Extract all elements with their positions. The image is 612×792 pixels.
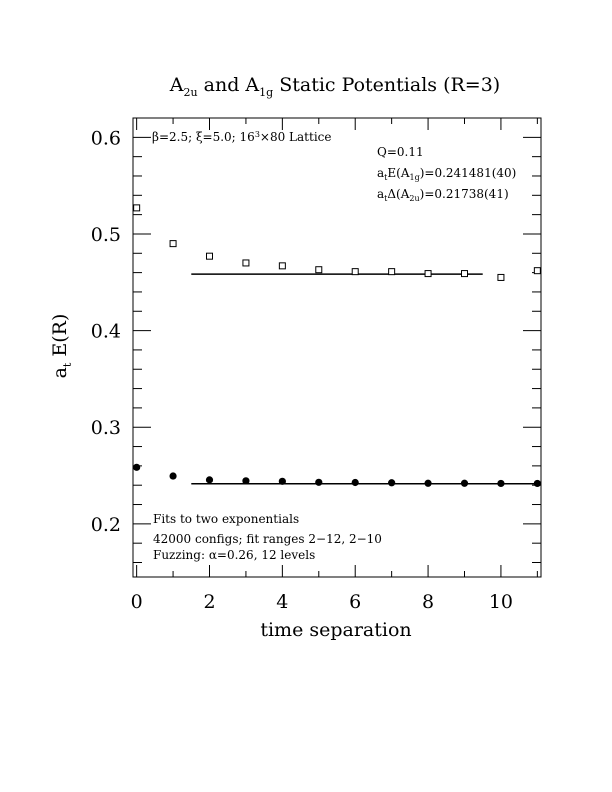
- a2u-data-point: [497, 273, 505, 281]
- a2u-data-point: [461, 270, 468, 278]
- y-tick-label: 0.4: [91, 321, 121, 343]
- y-tick-labels: 0.2 0.3 0.4 0.5 0.6: [91, 127, 121, 536]
- a1g-data-point: [205, 476, 214, 484]
- x-axis-label: time separation: [260, 619, 411, 641]
- a1g-data-point: [533, 479, 541, 488]
- a2u-data-point: [242, 259, 250, 267]
- x-tick-label: 0: [131, 591, 143, 613]
- a1g-data-point: [497, 479, 505, 488]
- a2u-data-point: [133, 204, 141, 212]
- plot-frame: [132, 117, 542, 578]
- a2u-data-point: [315, 266, 323, 274]
- x-tick-label: 10: [489, 591, 513, 613]
- y-tick-label: 0.5: [91, 224, 121, 246]
- a2u-data-point: [533, 267, 541, 275]
- configs-annotation: 42000 configs; fit ranges 2−12, 2−10: [153, 532, 382, 546]
- a1g-data-point: [278, 477, 286, 485]
- fits-annotation: Fits to two exponentials: [153, 512, 299, 526]
- a2u-data-point: [424, 270, 432, 278]
- data-points: [133, 204, 541, 488]
- a2u-data-point: [278, 262, 286, 270]
- x-tick-label: 2: [203, 591, 215, 613]
- x-tick-label: 4: [276, 591, 288, 613]
- x-tick-labels: 0 2 4 6 8 10: [131, 591, 513, 613]
- a1g-data-point: [242, 477, 250, 485]
- a1g-data-point: [133, 463, 141, 471]
- q-annotation: Q=0.11: [377, 145, 424, 159]
- a1g-data-point: [169, 472, 177, 480]
- x-tick-label: 6: [349, 591, 361, 613]
- y-tick-label: 0.3: [91, 417, 121, 439]
- a1g-data-point: [424, 479, 432, 487]
- y-axis-label: at E(R): [49, 314, 74, 379]
- lattice-annotation: β=2.5; ξ=5.0; 163×80 Lattice: [152, 130, 331, 144]
- a2u-data-point: [351, 268, 359, 276]
- a2u-data-point: [388, 268, 396, 276]
- x-tick-label: 8: [422, 591, 434, 613]
- y-tick-label: 0.6: [91, 127, 121, 149]
- y-tick-label: 0.2: [91, 514, 121, 536]
- a2u-data-point: [169, 240, 177, 248]
- axis-ticks: [133, 117, 541, 577]
- a1g-data-point: [460, 479, 469, 487]
- chart-title: A2u and A1g Static Potentials (R=3): [169, 74, 500, 99]
- energy-a1g-annotation: atE(A1g)=0.241481(40): [377, 166, 516, 182]
- delta-a2u-annotation: atΔ(A2u)=0.21738(41): [377, 187, 509, 203]
- fit-lines: [191, 273, 541, 485]
- fuzzing-annotation: Fuzzing: α=0.26, 12 levels: [153, 548, 315, 562]
- a1g-data-point: [315, 478, 323, 486]
- a1g-data-point: [388, 479, 396, 487]
- a2u-data-point: [206, 252, 213, 260]
- a1g-data-point: [351, 478, 359, 487]
